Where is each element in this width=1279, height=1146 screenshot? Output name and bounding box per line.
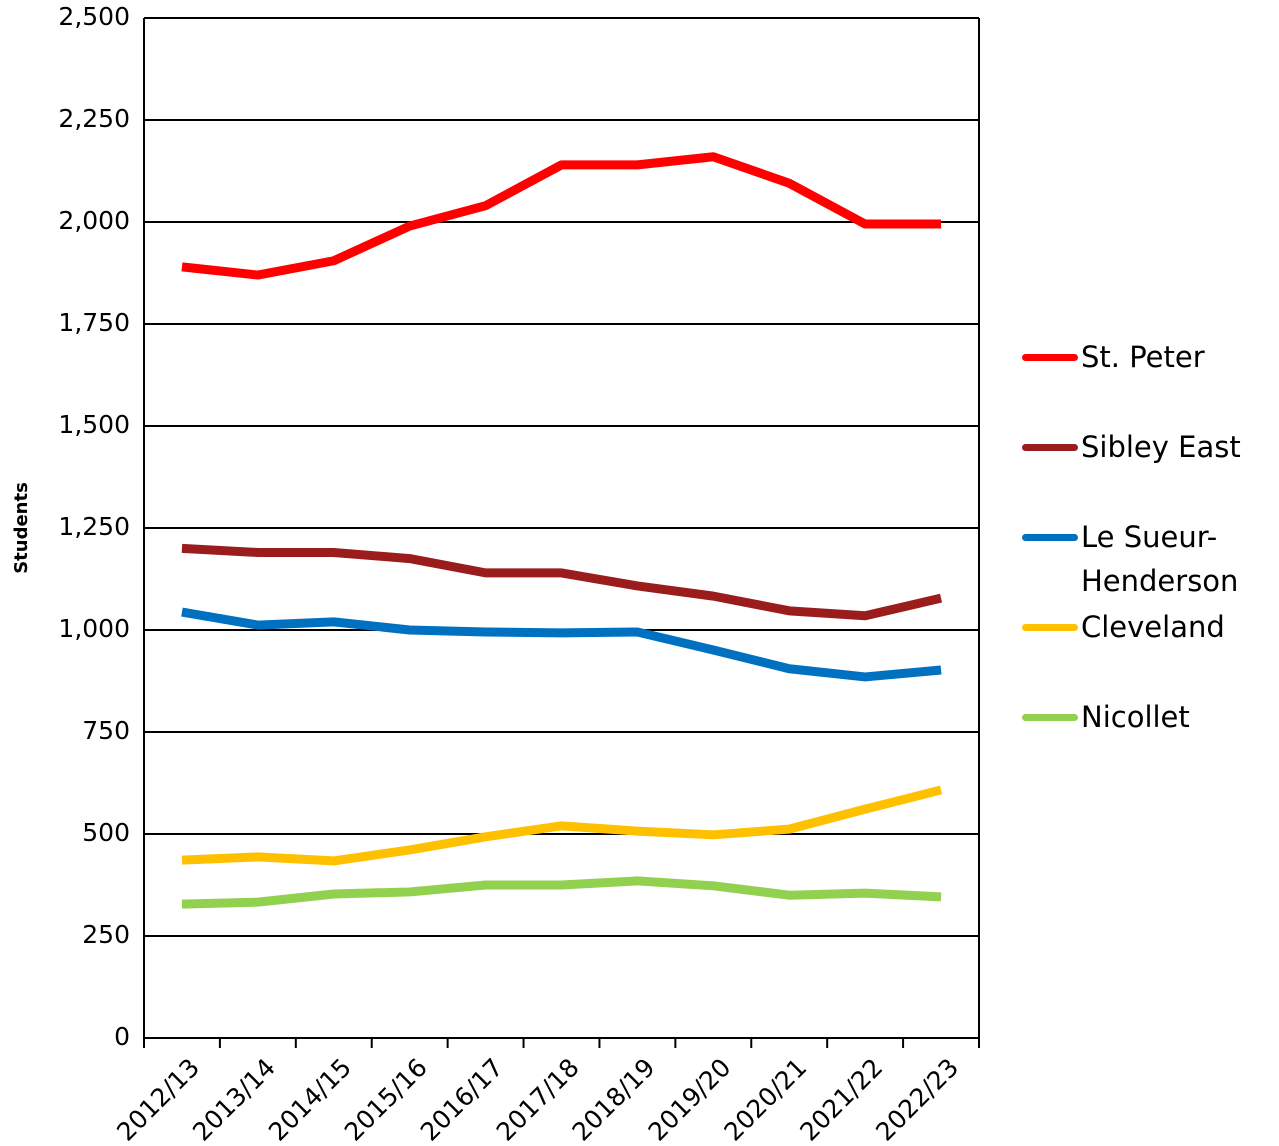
x-tick-label: 2019/20 bbox=[643, 1053, 737, 1146]
y-tick-label: 1,500 bbox=[58, 410, 130, 439]
x-tick-label: 2014/15 bbox=[263, 1053, 357, 1146]
y-tick-label: 2,000 bbox=[58, 206, 130, 235]
series-line bbox=[181, 785, 943, 866]
legend-label: Cleveland bbox=[1081, 610, 1225, 644]
y-tick-label: 2,500 bbox=[58, 2, 130, 31]
series-line bbox=[181, 876, 942, 909]
legend-marker bbox=[1022, 354, 1078, 361]
y-tick-label: 1,000 bbox=[58, 614, 130, 643]
x-tick-label: 2020/21 bbox=[718, 1053, 812, 1146]
legend-marker bbox=[1022, 444, 1078, 451]
legend-label: Nicollet bbox=[1081, 700, 1190, 734]
legend-label: Sibley East bbox=[1081, 430, 1241, 464]
legend-label: Le Sueur-Henderson bbox=[1081, 520, 1239, 598]
x-tick-label: 2015/16 bbox=[339, 1053, 433, 1146]
x-tick-label: 2017/18 bbox=[491, 1053, 585, 1146]
x-tick-label: 2022/23 bbox=[870, 1053, 964, 1146]
legend-marker bbox=[1022, 624, 1078, 631]
legend-marker bbox=[1022, 534, 1078, 541]
legend-marker bbox=[1022, 714, 1078, 721]
series-line bbox=[181, 607, 942, 682]
x-tick-label: 2012/13 bbox=[111, 1053, 205, 1146]
x-tick-label: 2021/22 bbox=[794, 1053, 888, 1146]
legend-label: St. Peter bbox=[1081, 340, 1205, 374]
series-line bbox=[181, 152, 942, 280]
series-line bbox=[181, 543, 943, 621]
y-tick-label: 1,750 bbox=[58, 308, 130, 337]
y-tick-label: 2,250 bbox=[58, 104, 130, 133]
legend-item: Le Sueur-Henderson bbox=[1022, 515, 1279, 603]
y-tick-label: 0 bbox=[114, 1022, 130, 1051]
x-tick-label: 2018/19 bbox=[567, 1053, 661, 1146]
legend-item: St. Peter bbox=[1022, 335, 1279, 379]
legend-item: Nicollet bbox=[1022, 695, 1279, 739]
y-tick-label: 250 bbox=[82, 920, 130, 949]
y-axis-title: Students bbox=[11, 482, 32, 574]
legend-item: Cleveland bbox=[1022, 605, 1279, 649]
legend-item: Sibley East bbox=[1022, 425, 1279, 469]
y-tick-label: 500 bbox=[82, 818, 130, 847]
x-tick-label: 2016/17 bbox=[415, 1053, 509, 1146]
y-tick-label: 750 bbox=[82, 716, 130, 745]
x-tick-label: 2013/14 bbox=[187, 1053, 281, 1146]
y-tick-label: 1,250 bbox=[58, 512, 130, 541]
